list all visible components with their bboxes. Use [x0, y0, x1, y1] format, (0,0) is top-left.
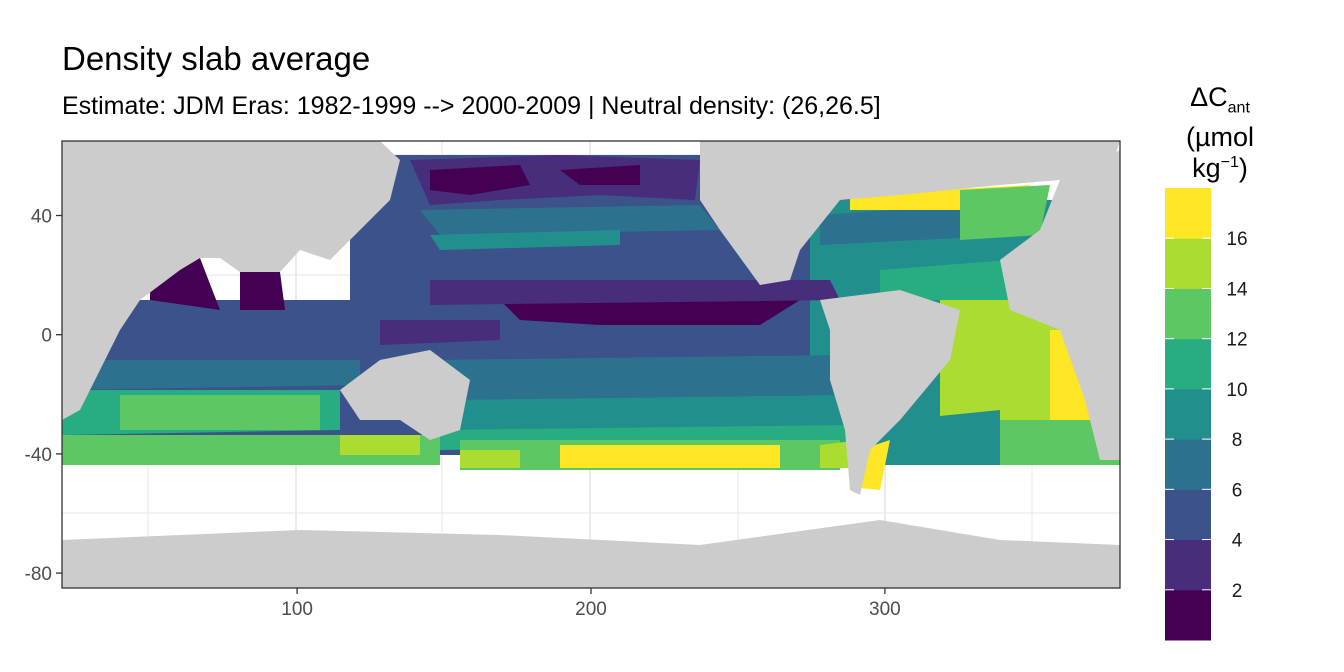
y-tick-label: 0 [41, 326, 52, 347]
land-africa-asia [62, 141, 400, 420]
colorbar-label: 2 [1232, 581, 1243, 602]
land-south-america [820, 290, 960, 495]
colorbar-segment [1165, 439, 1211, 490]
x-tick-label: 100 [281, 599, 313, 620]
sp-high [560, 445, 780, 468]
kuroshio-band [420, 205, 720, 235]
x-tick-label: 300 [869, 599, 901, 620]
colorbar-segment [1165, 288, 1211, 340]
y-tick-label: 40 [31, 207, 52, 228]
colorbar-segment [1165, 489, 1211, 541]
colorbar-segment [1165, 238, 1211, 289]
colorbar-label: 10 [1226, 380, 1247, 401]
x-tick-label: 200 [575, 599, 607, 620]
colorbar-label: 16 [1226, 229, 1247, 250]
bay-of-bengal [240, 272, 285, 310]
land-masses [62, 141, 1120, 588]
colorbar-label: 4 [1232, 531, 1243, 552]
legend-title: ΔCant (µmol kg−1) [1185, 82, 1255, 183]
chart-title: Density slab average [62, 40, 371, 77]
colorbar-segment [1165, 388, 1211, 440]
colorbar-segment [1165, 589, 1211, 641]
colorbar-label: 6 [1232, 480, 1243, 501]
land-north-america [700, 141, 1120, 285]
y-axis: 40 0 -40 -80 [25, 207, 62, 585]
chart-subtitle: Estimate: JDM Eras: 1982-1999 --> 2000-2… [62, 92, 881, 120]
colorbar-label: 14 [1226, 279, 1248, 300]
sp-mid [430, 355, 850, 400]
y-tick-label: -40 [25, 445, 52, 466]
x-axis: 100 200 300 [281, 588, 901, 620]
colorbar-segment [1165, 188, 1211, 239]
colorbar-segment [1165, 539, 1211, 591]
land-antarctica [62, 520, 1120, 588]
y-tick-label: -80 [25, 564, 52, 585]
colorbar-label: 12 [1226, 330, 1247, 351]
land-africa-europe [1000, 150, 1120, 460]
colorbar: 2 4 6 8 10 12 14 16 [1165, 188, 1248, 641]
colorbar-label: 8 [1232, 430, 1243, 451]
land-australia [340, 350, 470, 440]
colorbar-segment [1165, 338, 1211, 390]
map-panel [61, 140, 1121, 589]
